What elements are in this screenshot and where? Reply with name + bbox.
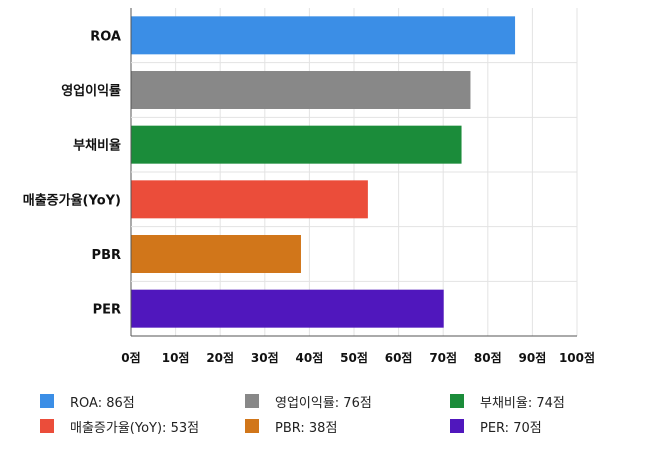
- bar: [131, 180, 368, 219]
- x-tick-label: 30점: [251, 350, 279, 365]
- legend-item: 매출증가율(YoY): 53점: [40, 415, 199, 437]
- legend-label: ROA: 86점: [70, 395, 135, 411]
- legend-swatch: [450, 419, 464, 433]
- legend-item: 부채비율: 74점: [450, 390, 565, 412]
- category-label: PBR: [92, 248, 121, 263]
- category-label: 부채비율: [73, 138, 121, 154]
- legend-label: 부채비율: 74점: [480, 395, 565, 411]
- legend-swatch: [450, 394, 464, 408]
- bar: [131, 125, 462, 164]
- category-label: 매출증가율(YoY): [23, 192, 121, 208]
- legend-item: PER: 70점: [450, 415, 542, 437]
- legend-item: 영업이익률: 76점: [245, 390, 372, 412]
- x-tick-label: 10점: [162, 350, 190, 365]
- bar: [131, 71, 471, 109]
- category-label: ROA: [90, 29, 121, 44]
- legend-swatch: [245, 394, 259, 408]
- legend-label: 매출증가율(YoY): 53점: [70, 420, 200, 436]
- legend-item: PBR: 38점: [245, 415, 337, 437]
- category-label: PER: [93, 303, 121, 318]
- x-tick-label: 40점: [296, 350, 324, 365]
- x-tick-labels: 0점 10점 20점 30점 40점 50점 60점 70점 80점 90점 100점: [121, 350, 595, 365]
- category-label: 영업이익률: [61, 83, 121, 99]
- x-tick-label: 70점: [429, 350, 457, 365]
- legend-label: 영업이익률: 76점: [275, 395, 372, 411]
- x-tick-label: 60점: [385, 350, 413, 365]
- gridlines: [130, 8, 578, 337]
- legend-swatch: [40, 419, 54, 433]
- x-tick-label: 90점: [519, 350, 547, 365]
- legend-swatch: [245, 419, 259, 433]
- x-tick-label: 0점: [121, 350, 140, 365]
- x-tick-label: 100점: [559, 350, 595, 365]
- legend-label: PER: 70점: [480, 420, 542, 436]
- bar: [131, 289, 444, 328]
- x-tick-label: 50점: [340, 350, 368, 365]
- legend-swatch: [40, 394, 54, 408]
- legend-label: PBR: 38점: [275, 420, 338, 436]
- bar: [131, 16, 516, 55]
- legend-item: ROA: 86점: [40, 390, 135, 412]
- x-tick-label: 80점: [474, 350, 502, 365]
- bar: [131, 235, 301, 273]
- bars: [131, 16, 516, 328]
- x-tick-label: 20점: [206, 350, 234, 365]
